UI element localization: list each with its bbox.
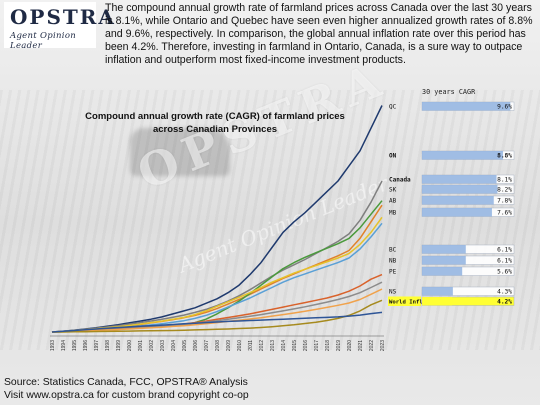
cagr-bar-fill-canada [422,175,497,184]
x-tick-label: 2019 [336,340,342,351]
logo-wordmark: OPSTRA [10,5,116,29]
cagr-bar-fill-pe [422,267,463,276]
x-tick-label: 2014 [281,340,287,351]
legend-label-bc: BC [389,247,397,254]
cagr-value-nb: 6.1% [497,258,512,265]
x-tick-label: 2016 [303,340,309,351]
x-tick-label: 2012 [259,340,265,351]
cagr-value-canada: 8.1% [497,177,512,184]
source-note: Source: Statistics Canada, FCC, OPSTRA® … [4,377,248,388]
x-tick-label: 2015 [292,340,298,351]
legend-label-ns: NS [389,289,397,296]
footer: Source: Statistics Canada, FCC, OPSTRA® … [4,376,249,402]
series-line-pe [51,288,383,333]
series-line-world-inflation- [51,311,383,333]
brand-logo: OPSTRA Agent Opinion Leader [4,2,116,51]
x-tick-label: 2007 [204,340,210,351]
x-tick-label: 2002 [149,340,155,351]
x-tick-label: 2017 [314,340,320,351]
x-tick-label: 2006 [193,340,199,351]
legend-label-mb: MB [389,210,397,217]
x-tick-label: 2005 [182,340,188,351]
x-tick-label: 2004 [171,340,177,351]
cagr-header: 30 years CAGR [422,88,476,96]
x-tick-label: 2003 [160,340,166,351]
cagr-bar-fill-ab [422,196,494,205]
legend-label-sk: SK [389,187,397,194]
x-tick-label: 2000 [127,340,133,351]
cagr-value-ab: 7.8% [497,198,512,205]
tractor-silhouette [130,128,230,176]
legend-label-on: ON [389,153,397,160]
x-tick-label: 2023 [380,340,386,351]
x-tick-label: 2013 [270,340,276,351]
legend-label-nb: NB [389,258,397,265]
cagr-value-mb: 7.6% [497,210,512,217]
series-line-canada [51,204,383,333]
series-line-ns [52,299,383,333]
x-tick-label: 1999 [116,340,122,351]
legend-label-canada: Canada [389,177,411,184]
chart-title-line1: Compound annual growth rate (CAGR) of fa… [85,111,345,122]
x-tick-label: 2010 [237,340,243,351]
x-tick-label: 1993 [50,340,56,351]
x-tick-label: 1995 [72,340,78,351]
logo-tagline: Agent Opinion Leader [10,31,77,51]
cagr-bar-fill-world-inflation- [422,297,453,306]
copyright-note: Visit www.opstra.ca for custom brand cop… [4,390,249,401]
x-tick-label: 2009 [226,340,232,351]
legend-label-ab: AB [389,198,397,205]
x-tick-label: 1996 [83,340,89,351]
legend-label-qc: QC [389,104,397,111]
cagr-bar-fill-nb [422,256,466,265]
x-tick-label: 2001 [138,340,144,351]
cagr-bar-fill-on [422,151,503,160]
cagr-value-on: 8.8% [497,153,512,160]
x-tick-label: 2020 [347,340,353,351]
cagr-bar-fill-qc [422,102,511,111]
legend-label-pe: PE [389,269,397,276]
x-tick-label: 1998 [105,340,111,351]
legend-highlight-world-inflation- [388,296,421,306]
cagr-bar-fill-bc [422,245,466,254]
cagr-value-bc: 6.1% [497,247,512,254]
cagr-bar-fill-mb [422,208,492,217]
field-background [0,90,540,350]
x-tick-label: 2008 [215,340,221,351]
x-tick-label: 2011 [248,340,254,351]
intro-paragraph: The compound annual growth rate of farml… [105,2,533,67]
series-line-ab [51,216,383,333]
cagr-value-pe: 5.6% [497,269,512,276]
x-tick-label: 2018 [325,340,331,351]
x-tick-label: 1994 [61,340,67,351]
cagr-bar-fill-ns [422,287,453,296]
x-tick-label: 2021 [358,340,364,351]
chart-title: Compound annual growth rate (CAGR) of fa… [55,110,375,136]
legend-label-world-inflation-: World Inflation% [389,300,444,306]
cagr-value-ns: 4.3% [497,289,512,296]
cagr-value-qc: 9.6% [497,104,512,111]
series-line-qc [51,105,383,333]
cagr-bar-fill-sk [422,185,498,194]
series-line-bc [51,273,383,333]
series-line-mb [51,222,383,333]
x-tick-label: 2022 [369,340,375,351]
x-tick-label: 1997 [94,340,100,351]
chart-title-line2: across Canadian Provinces [152,124,278,135]
cagr-value-sk: 8.2% [497,187,512,194]
cagr-value-world-inflation-: 4.2% [497,299,512,306]
